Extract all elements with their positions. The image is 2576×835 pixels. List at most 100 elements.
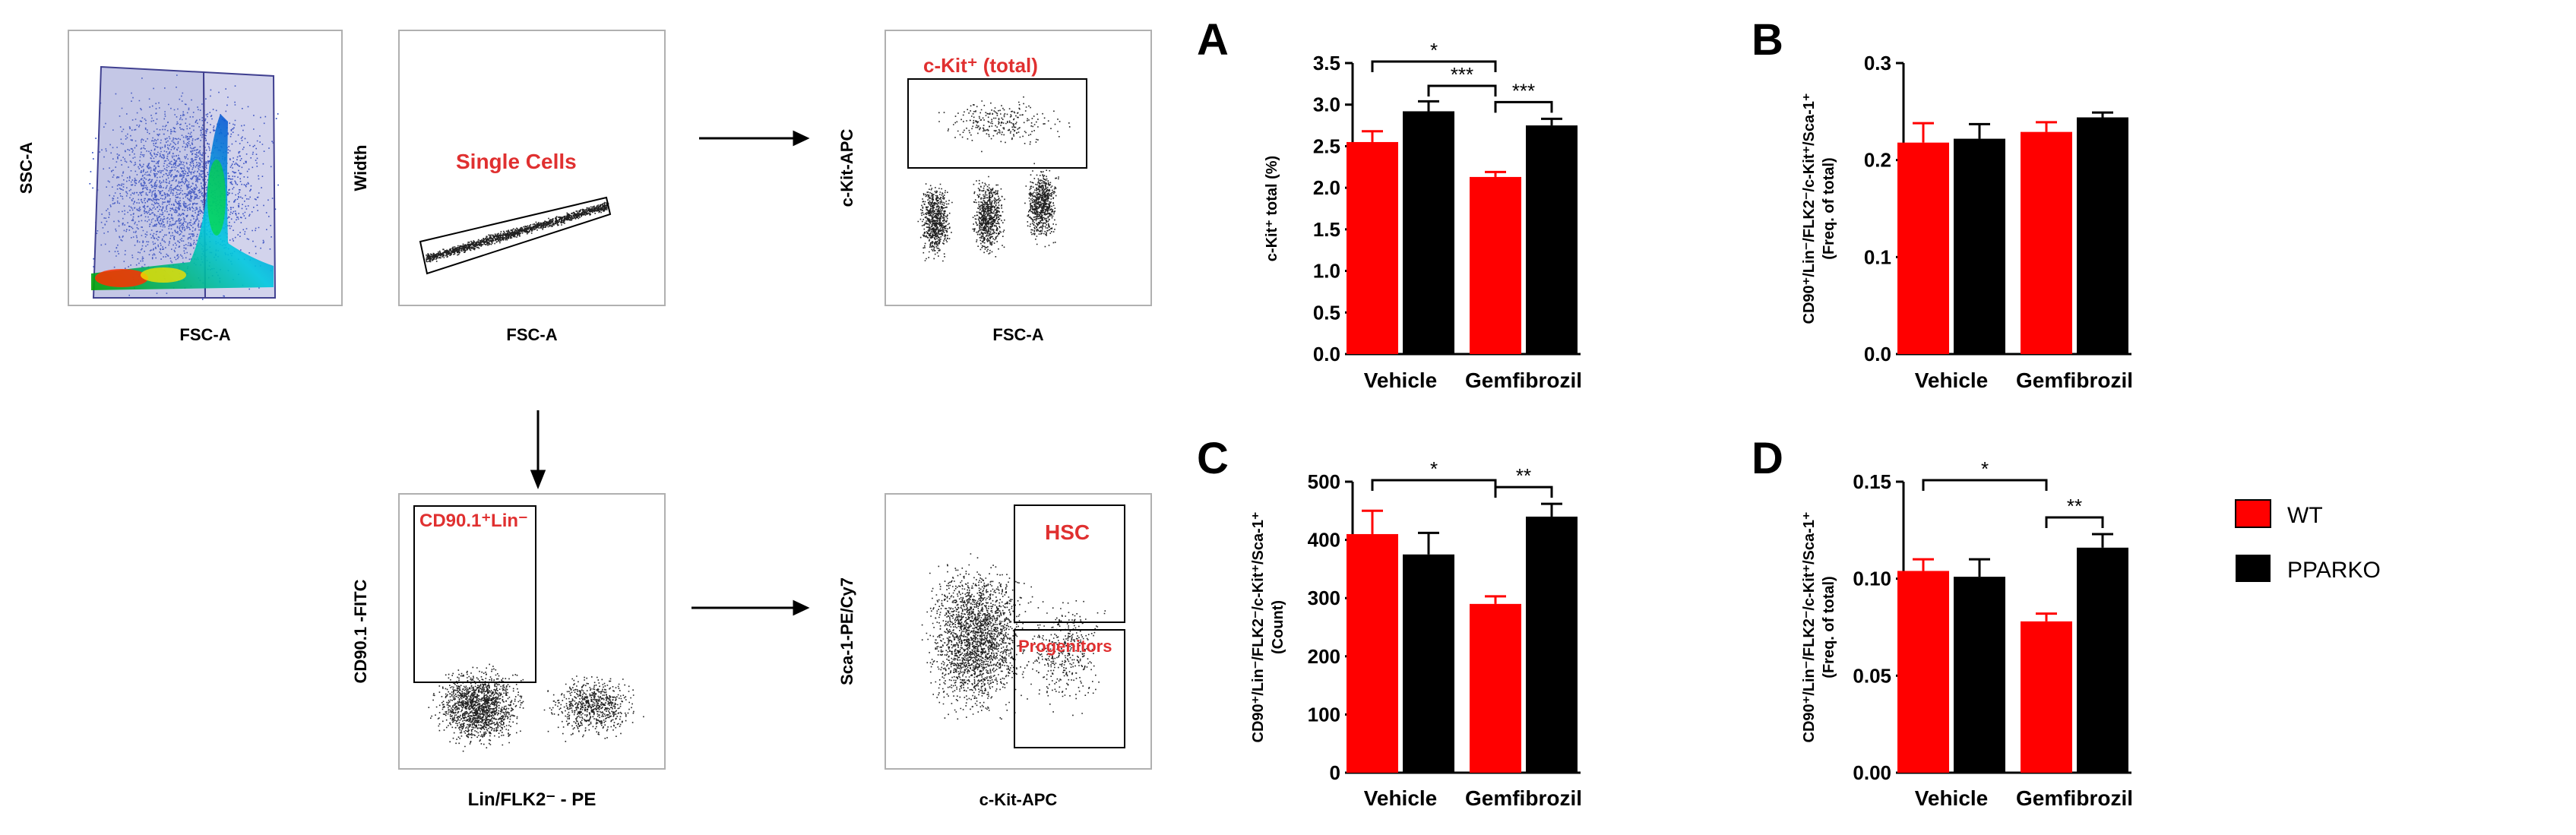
- density-hotspot: [207, 160, 226, 236]
- legend: WT PPARKO: [2235, 499, 2381, 583]
- arrow-head: [530, 470, 546, 490]
- significance-bracket: [1494, 100, 1553, 113]
- gating-arrows: [530, 130, 810, 616]
- density-hotspot: [95, 269, 148, 287]
- bar-red: [1347, 141, 1398, 354]
- bar-red: [2021, 621, 2072, 773]
- significance-bracket: [1371, 60, 1497, 72]
- y-tick-label: 0.2: [1864, 149, 1891, 172]
- bar-black: [1954, 577, 2005, 773]
- flow-ylabel: Width: [351, 145, 370, 191]
- significance-bracket: [1371, 479, 1497, 491]
- y-axis-label: c-Kit⁺ total (%): [1264, 156, 1280, 261]
- y-axis-label: CD90⁺/Lin⁻/FLK2⁻/c-Kit⁺/Sca-1⁺: [1801, 512, 1818, 743]
- bar-black: [1526, 125, 1578, 355]
- arrow-head: [793, 130, 810, 147]
- bar-chart-a: A 0.0 0.5 1.0 1.5 2.0 2.5 3.0 3.5 c-Kit⁺ total (%…: [1197, 15, 1582, 392]
- y-tick-label: 200: [1308, 645, 1340, 668]
- gate-polygon: [419, 196, 612, 275]
- legend-label-pparko: PPARKO: [2287, 558, 2381, 583]
- flow-event-dots: [428, 663, 644, 752]
- flow-plot-cd90-lin: CD90.1⁺Lin⁻ Lin/FLK2⁻ - PE CD90.1 -FITC: [351, 493, 666, 810]
- flow-plot-frame: [398, 30, 666, 306]
- x-category-label: Gemfibrozil: [1465, 786, 1582, 810]
- y-tick-label: 0.0: [1864, 343, 1891, 365]
- y-axis-label-secondary: (Freq. of total): [1821, 576, 1837, 678]
- x-category-label: Gemfibrozil: [2016, 368, 2133, 392]
- flow-xlabel: FSC-A: [506, 325, 557, 344]
- flow-dots: [89, 74, 279, 300]
- y-axis-label-secondary: (Freq. of total): [1821, 157, 1837, 259]
- x-category-label: Vehicle: [1915, 786, 1989, 810]
- bar-black: [1954, 138, 2005, 354]
- flow-event-dots: [426, 201, 609, 263]
- y-tick-label: 400: [1308, 529, 1340, 552]
- y-tick-label: 1.5: [1313, 218, 1340, 241]
- density-cluster: [91, 114, 274, 290]
- x-category-label: Gemfibrozil: [2016, 786, 2133, 810]
- gate-box: [413, 505, 536, 683]
- flow-ylabel: CD90.1 -FITC: [351, 579, 370, 683]
- x-category-label: Vehicle: [1915, 368, 1989, 392]
- flow-dots: [921, 553, 1106, 720]
- significance-label: ***: [1512, 79, 1535, 102]
- x-category-label: Vehicle: [1364, 786, 1438, 810]
- gate-label: CD90.1⁺Lin⁻: [419, 511, 528, 531]
- y-tick-label: 0.0: [1313, 343, 1340, 365]
- legend-swatch-wt: [2235, 499, 2271, 528]
- significance-label: *: [1430, 39, 1438, 62]
- y-tick-label: 2.0: [1313, 176, 1340, 199]
- y-tick-label: 0.5: [1313, 301, 1340, 324]
- y-tick-label: 500: [1308, 470, 1340, 493]
- y-tick-label: 0.10: [1853, 568, 1891, 590]
- y-tick-label: 300: [1308, 587, 1340, 609]
- bar-red: [1897, 571, 1949, 773]
- y-tick-label: 100: [1308, 703, 1340, 726]
- y-tick-label: 0.00: [1853, 761, 1891, 784]
- significance-label: **: [2067, 495, 2082, 517]
- bar-black: [2077, 117, 2128, 354]
- bar-black: [1403, 554, 1454, 773]
- x-category-label: Vehicle: [1364, 368, 1438, 392]
- gate-label: HSC: [1045, 520, 1090, 544]
- flow-event-dots: [921, 553, 1106, 720]
- flow-plot-sca1-ckit: HSC Progenitors c-Kit-APC Sca-1-PE/Cy7: [837, 493, 1152, 809]
- density-hotspot: [141, 267, 186, 283]
- panel-letter: C: [1197, 434, 1229, 483]
- y-tick-label: 0.3: [1864, 52, 1891, 74]
- flow-dots: [917, 96, 1071, 262]
- bar-black: [1526, 516, 1578, 773]
- flow-event-dots: [917, 96, 1071, 262]
- flow-plot-frame: [398, 493, 666, 770]
- bar-red: [1470, 603, 1521, 773]
- density-band: [91, 114, 274, 290]
- bar-black: [2077, 547, 2128, 773]
- bar-red: [1897, 142, 1949, 355]
- y-tick-label: 0.15: [1853, 470, 1891, 493]
- flow-plot-frame: [885, 493, 1152, 770]
- flow-plot-ssc-fsc: FSC-A SSC-A: [17, 30, 343, 344]
- bar-red: [2021, 131, 2072, 355]
- y-axis-label: CD90⁺/Lin⁻/FLK2⁻/c-Kit⁺/Sca-1⁺: [1250, 512, 1267, 743]
- flow-ylabel: SSC-A: [17, 142, 36, 195]
- gate-label: c-Kit⁺ (total): [923, 54, 1038, 77]
- flow-xlabel: FSC-A: [179, 325, 230, 344]
- significance-bracket: [2045, 516, 2104, 528]
- bar-chart-c: C 0 100 200 300 400 500 CD90⁺/Lin⁻/FLK2⁻/c-Kit⁺…: [1197, 434, 1582, 810]
- gate-box: [907, 78, 1087, 169]
- flow-ylabel: c-Kit-APC: [837, 129, 856, 207]
- flow-xlabel: c-Kit-APC: [979, 790, 1058, 809]
- bar-chart-d: D 0.00 0.05 0.10 0.15 CD90⁺/Lin⁻/FLK2⁻/c-Kit⁺…: [1752, 434, 2133, 810]
- flow-event-dots: [89, 74, 279, 300]
- flow-xlabel: FSC-A: [992, 325, 1043, 344]
- bar-red: [1470, 176, 1521, 354]
- legend-swatch-pparko: [2236, 555, 2271, 582]
- significance-label: **: [1516, 464, 1531, 487]
- legend-label-wt: WT: [2287, 503, 2323, 528]
- flow-plot-width-fsc: Single Cells FSC-A Width: [351, 30, 666, 344]
- significance-bracket: [1494, 486, 1553, 498]
- gate-box-hsc: [1014, 504, 1125, 623]
- bar-red: [1347, 533, 1398, 773]
- x-category-label: Gemfibrozil: [1465, 368, 1582, 392]
